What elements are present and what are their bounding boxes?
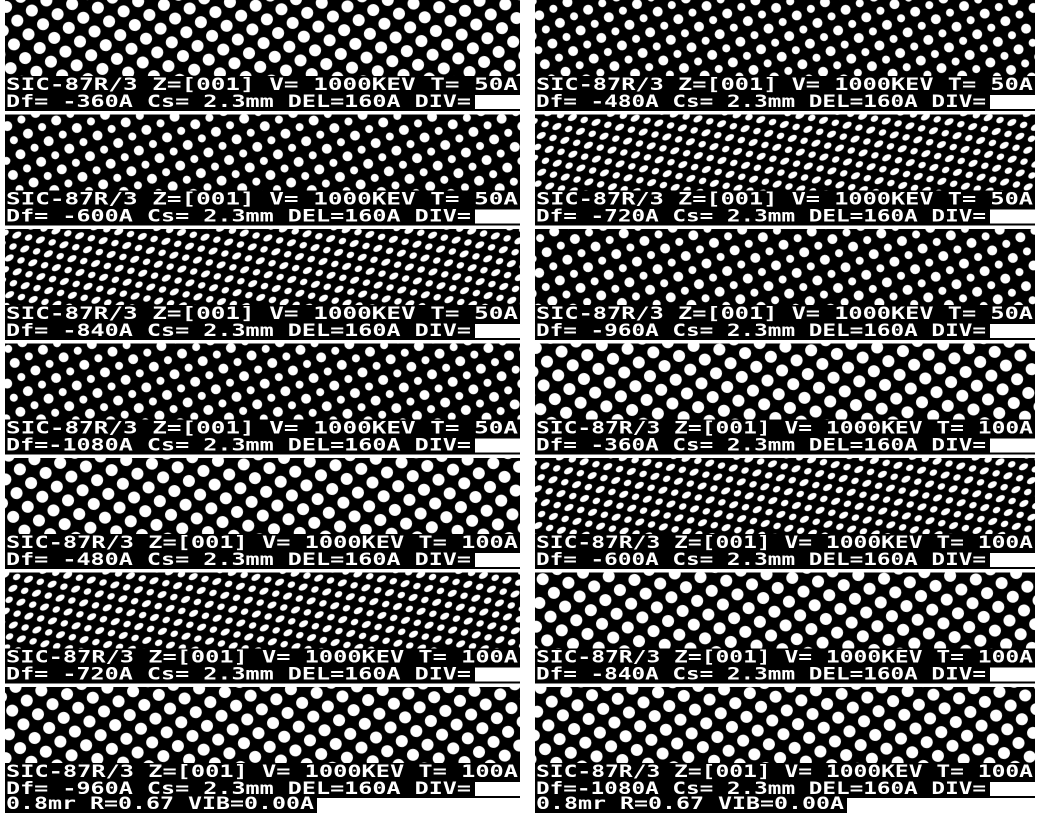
div-box — [475, 439, 520, 453]
simulated-image — [5, 344, 520, 420]
simulated-image — [535, 229, 1035, 305]
div-box — [990, 782, 1035, 796]
simulated-image — [535, 573, 1035, 649]
page: {"columns": [ {"panels": [ {"line1": "SI… — [0, 0, 1037, 815]
simulated-image — [5, 458, 520, 534]
simulated-image — [5, 229, 520, 305]
simulated-image — [5, 0, 520, 76]
simulated-image — [535, 344, 1035, 420]
footer-text: 0.8mr R=0.67 VIB=0.00A — [6, 794, 314, 814]
div-box — [990, 439, 1035, 453]
footer-text: 0.8mr R=0.67 VIB=0.00A — [536, 794, 844, 814]
panel-line-2: Df= -840A Cs= 2.3mm DEL=160A DIV= — [6, 321, 471, 341]
panel-line-2: Df= -600A Cs= 2.3mm DEL=160A DIV= — [6, 207, 471, 227]
panel-line-2: Df= -360A Cs= 2.3mm DEL=160A DIV= — [6, 92, 471, 112]
div-box — [990, 324, 1035, 338]
div-box — [990, 95, 1035, 109]
panel-line-2: Df= -960A Cs= 2.3mm DEL=160A DIV= — [536, 321, 986, 341]
div-box — [475, 782, 520, 796]
panel-line-2: Df= -840A Cs= 2.3mm DEL=160A DIV= — [536, 665, 986, 685]
simulated-image — [5, 573, 520, 649]
panel-line-2: Df= -720A Cs= 2.3mm DEL=160A DIV= — [536, 207, 986, 227]
simulated-image — [5, 687, 520, 763]
simulated-image — [535, 0, 1035, 76]
panel-line-2: Df= -720A Cs= 2.3mm DEL=160A DIV= — [6, 665, 471, 685]
simulated-image — [535, 458, 1035, 534]
panel-line-2: Df= -480A Cs= 2.3mm DEL=160A DIV= — [536, 92, 986, 112]
div-box — [475, 95, 520, 109]
div-box — [475, 210, 520, 224]
figure: SIC-87R/3 Z=[001] V= 1000KEV T= 50ADf= -… — [0, 0, 1037, 815]
panel-line-2: Df=-1080A Cs= 2.3mm DEL=160A DIV= — [6, 436, 471, 456]
div-box — [990, 668, 1035, 682]
div-box — [475, 324, 520, 338]
panel-line-2: Df= -600A Cs= 2.3mm DEL=160A DIV= — [536, 550, 986, 570]
simulated-image — [535, 115, 1035, 191]
div-box — [475, 668, 520, 682]
div-box — [990, 210, 1035, 224]
simulated-image — [5, 115, 520, 191]
div-box — [990, 553, 1035, 567]
panel-line-2: Df= -360A Cs= 2.3mm DEL=160A DIV= — [536, 436, 986, 456]
panel-line-2: Df= -480A Cs= 2.3mm DEL=160A DIV= — [6, 550, 471, 570]
simulated-image — [535, 687, 1035, 763]
div-box — [475, 553, 520, 567]
